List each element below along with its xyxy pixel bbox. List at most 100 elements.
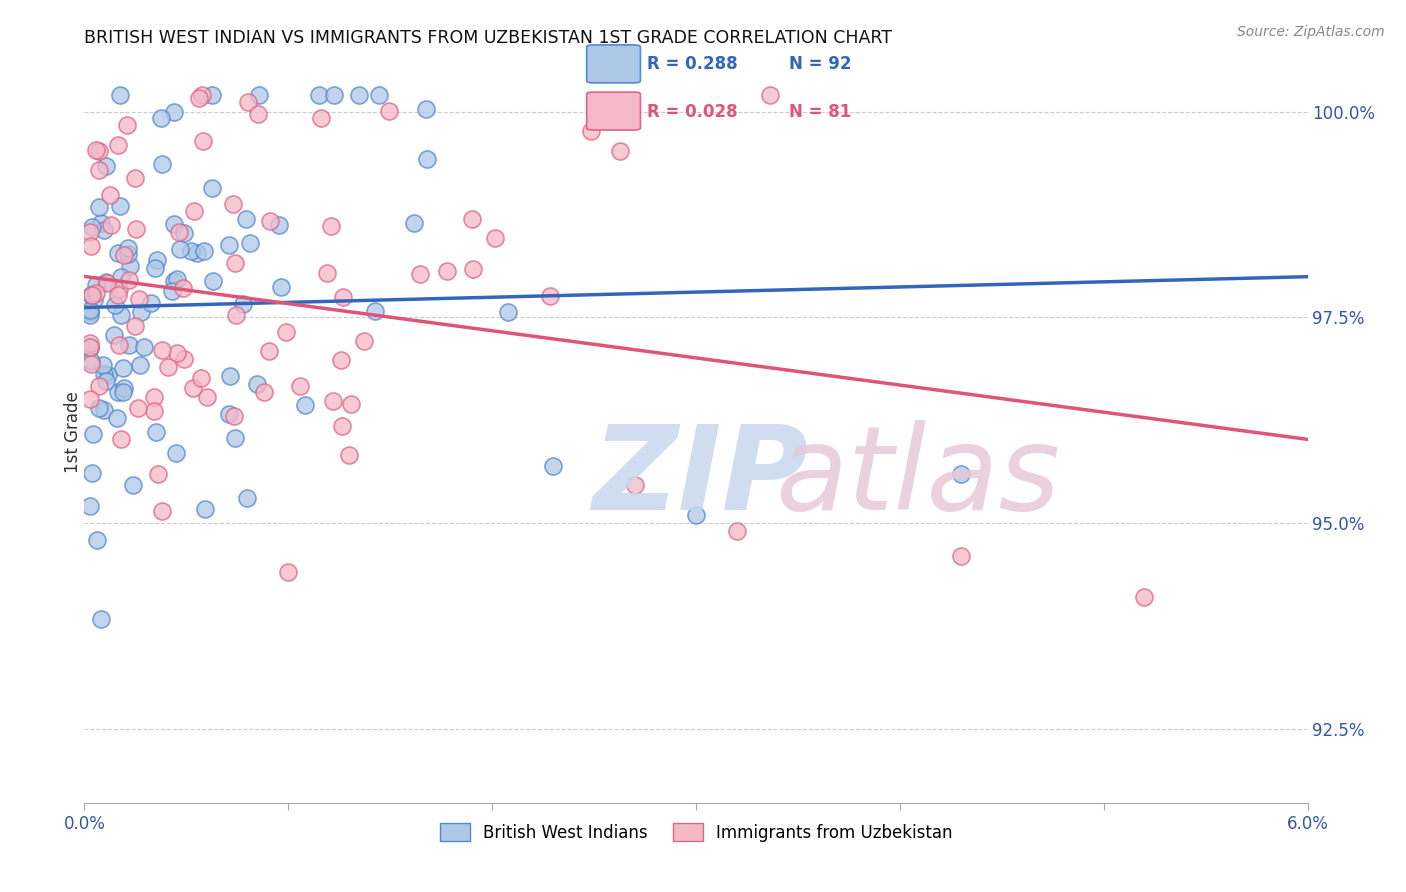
Point: [173, 227, 195, 241]
Point: [80, 466, 103, 480]
Point: [180, 244, 202, 258]
Point: [257, 343, 280, 358]
Point: [143, 261, 166, 276]
Text: Source: ZipAtlas.com: Source: ZipAtlas.com: [1237, 25, 1385, 39]
Point: [224, 431, 246, 445]
Point: [89, 379, 111, 393]
Point: [142, 404, 165, 418]
Point: [201, 88, 224, 103]
Point: [416, 152, 439, 166]
Point: [108, 283, 131, 297]
Point: [239, 235, 262, 250]
Point: [148, 467, 170, 482]
Point: [294, 399, 316, 413]
Point: [315, 266, 337, 280]
Text: BRITISH WEST INDIAN VS IMMIGRANTS FROM UZBEKISTAN 1ST GRADE CORRELATION CHART: BRITISH WEST INDIAN VS IMMIGRANTS FROM U…: [84, 29, 893, 47]
Point: [247, 88, 270, 103]
Point: [415, 103, 437, 117]
Point: [107, 288, 129, 302]
Point: [538, 288, 561, 302]
Point: [224, 256, 246, 270]
Point: [172, 281, 194, 295]
Point: [79, 336, 101, 351]
Point: [186, 246, 208, 260]
Point: [409, 268, 432, 282]
Point: [112, 381, 135, 395]
Point: [188, 91, 211, 105]
Point: [79, 340, 101, 354]
Point: [86, 533, 108, 547]
Point: [111, 360, 134, 375]
Point: [340, 397, 363, 411]
Point: [236, 491, 259, 506]
Point: [132, 340, 155, 354]
Point: [190, 371, 212, 385]
Point: [89, 401, 111, 416]
Point: [160, 285, 183, 299]
Point: [166, 272, 188, 286]
Point: [156, 359, 179, 374]
Point: [146, 252, 169, 267]
Point: [80, 287, 103, 301]
Text: R = 0.028: R = 0.028: [647, 103, 737, 120]
Point: [87, 200, 110, 214]
Point: [129, 305, 152, 319]
Point: [96, 276, 118, 290]
Point: [90, 216, 112, 230]
Point: [150, 343, 173, 358]
Point: [79, 392, 101, 407]
Point: [118, 338, 141, 352]
Point: [319, 219, 342, 233]
Point: [322, 393, 344, 408]
Point: [163, 104, 186, 119]
Point: [141, 295, 163, 310]
Point: [222, 196, 245, 211]
Point: [246, 376, 269, 391]
Point: [218, 238, 240, 252]
Point: [93, 402, 115, 417]
Point: [79, 238, 101, 252]
Point: [277, 566, 299, 580]
Point: [145, 425, 167, 440]
Point: [308, 88, 330, 103]
Point: [332, 290, 354, 304]
Point: [118, 273, 141, 287]
Text: N = 92: N = 92: [789, 55, 852, 73]
Point: [194, 501, 217, 516]
Point: [110, 308, 132, 322]
Point: [100, 219, 122, 233]
Point: [97, 368, 120, 382]
Point: [169, 225, 191, 239]
Legend: British West Indians, Immigrants from Uzbekistan: British West Indians, Immigrants from Uz…: [432, 815, 960, 850]
Point: [1133, 590, 1156, 604]
Point: [270, 280, 292, 294]
Point: [202, 274, 225, 288]
Point: [124, 318, 146, 333]
Point: [623, 477, 645, 491]
Point: [82, 427, 104, 442]
Point: [950, 549, 973, 563]
Point: [79, 225, 101, 239]
Point: [191, 88, 214, 103]
Point: [364, 304, 387, 318]
Point: [288, 379, 311, 393]
Point: [201, 180, 224, 194]
Point: [110, 269, 132, 284]
Point: [110, 432, 132, 446]
Point: [183, 380, 205, 394]
Point: [150, 157, 173, 171]
Point: [404, 216, 426, 230]
Text: N = 81: N = 81: [789, 103, 852, 120]
Text: R = 0.288: R = 0.288: [647, 55, 737, 73]
Point: [112, 248, 135, 262]
Point: [322, 88, 344, 103]
Point: [93, 223, 115, 237]
Point: [79, 342, 101, 356]
Point: [368, 88, 391, 103]
Text: ZIP: ZIP: [592, 419, 808, 534]
Point: [150, 504, 173, 518]
Point: [79, 340, 101, 354]
Point: [347, 88, 370, 103]
Point: [162, 217, 184, 231]
Point: [117, 241, 139, 255]
